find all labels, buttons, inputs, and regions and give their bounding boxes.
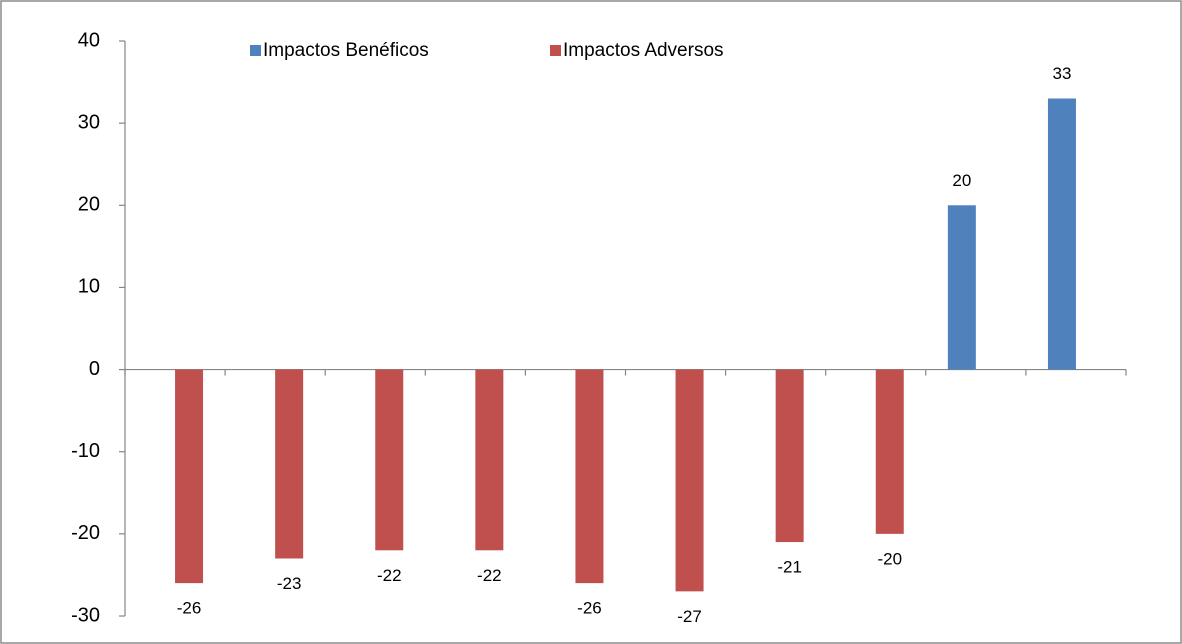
- value-label: -26: [177, 599, 202, 618]
- bar: [475, 369, 504, 551]
- y-tick-label: 40: [78, 29, 100, 51]
- bar: [275, 369, 304, 559]
- bar: [875, 369, 904, 534]
- value-label: 20: [952, 171, 971, 190]
- legend-label: Impactos Adversos: [563, 40, 724, 61]
- legend-label: Impactos Benéficos: [263, 40, 429, 61]
- value-label: -23: [277, 574, 302, 593]
- y-tick-label: -20: [71, 522, 100, 544]
- bar: [675, 369, 704, 592]
- bar: [175, 369, 204, 584]
- value-label: -21: [777, 558, 802, 577]
- legend-swatch: [250, 45, 261, 56]
- value-label: -20: [877, 549, 902, 568]
- value-label: -22: [477, 566, 502, 585]
- bar: [375, 369, 404, 551]
- y-tick-label: -30: [71, 604, 100, 626]
- value-label: -27: [677, 607, 702, 626]
- bar: [775, 369, 804, 543]
- y-tick-label: 0: [89, 358, 100, 380]
- y-tick-label: 30: [78, 111, 100, 133]
- legend-swatch: [550, 45, 561, 56]
- bar: [1047, 98, 1076, 370]
- value-label: -26: [577, 599, 602, 618]
- value-label: -22: [377, 566, 402, 585]
- bar: [575, 369, 604, 584]
- value-label: 33: [1052, 64, 1071, 83]
- y-tick-label: 20: [78, 194, 100, 216]
- y-tick-label: -10: [71, 440, 100, 462]
- bar: [947, 205, 976, 370]
- y-tick-label: 10: [78, 276, 100, 298]
